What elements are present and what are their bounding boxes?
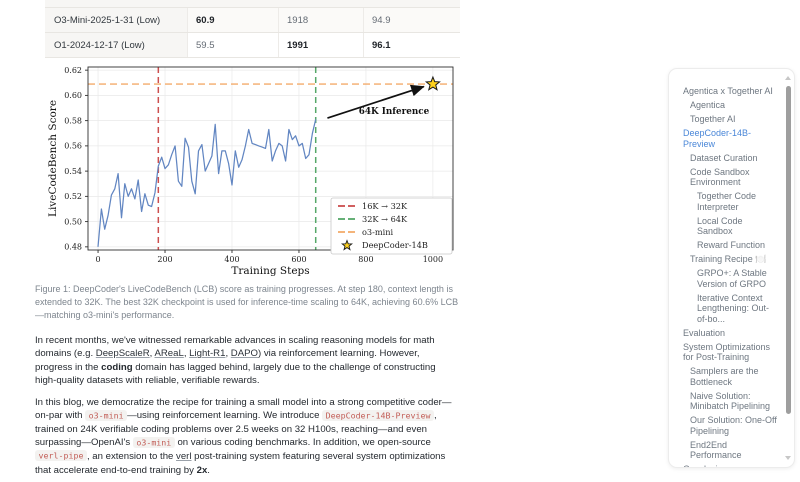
toc-item-agentica[interactable]: Agentica xyxy=(690,100,726,110)
toc-item-training-recipe[interactable]: Training Recipe 🍽️ xyxy=(690,254,767,264)
table-clipped-row xyxy=(45,0,460,8)
toc-item-samplers-are-the-bottleneck[interactable]: Samplers are the Bottleneck xyxy=(690,366,759,387)
y-tick-label: 0.58 xyxy=(64,116,82,125)
toc-item-naive-solution-minibatch-pipelining[interactable]: Naive Solution: Minibatch Pipelining xyxy=(690,390,771,412)
y-tick-label: 0.56 xyxy=(64,142,82,151)
toc-item-agentica-x-together-ai[interactable]: Agentica x Together AI xyxy=(683,86,773,96)
text-run: domain has lagged behind, largely due to… xyxy=(35,361,436,387)
paragraph-intro: In recent months, we've witnessed remark… xyxy=(35,334,459,388)
chart-svg: 0 200 400 600 800 1000 0.48 0.50 0.52 0.54 0.56 0.5… xyxy=(47,66,454,277)
deepcoder-star-marker xyxy=(424,75,441,91)
inline-code: DeepCoder-14B-Preview xyxy=(322,409,434,421)
y-axis-label: LiveCodeBench Score xyxy=(47,100,59,217)
text-run: In this blog, we democratize the recipe … xyxy=(35,396,452,422)
text-run: , xyxy=(225,348,231,360)
x-tick-label: 0 xyxy=(95,255,100,264)
legend-label: DeepCoder-14B xyxy=(362,240,428,250)
toc-item-reward-function[interactable]: Reward Function xyxy=(697,240,766,250)
table-row: O3-Mini-2025-1-31 (Low) 60.9 1918 94.9 xyxy=(45,8,460,33)
model-name-cell: O1-2024-12-17 (Low) xyxy=(45,33,188,57)
benchmark-table: O3-Mini-2025-1-31 (Low) 60.9 1918 94.9 O1-20… xyxy=(45,0,460,58)
metric-cell: 96.1 xyxy=(372,39,391,51)
y-tick-label: 0.50 xyxy=(64,217,82,226)
x-axis-label: Training Steps xyxy=(231,265,309,277)
scrollbar-down-icon[interactable] xyxy=(785,456,791,460)
chart-legend: 16K → 32K 32K → 64K o3-mini DeepCoder-14B xyxy=(330,197,453,255)
toc-panel: Agentica x Together AI Agentica Together A… xyxy=(668,68,795,468)
text-run: . xyxy=(207,464,210,476)
metric-cell: 94.9 xyxy=(364,8,460,32)
metric-cell: 59.5 xyxy=(188,33,279,57)
lcb-score-line xyxy=(97,119,317,247)
toc-item-deepcoder-14b-preview[interactable]: DeepCoder-14B-Preview xyxy=(683,128,752,149)
model-name-cell: O3-Mini-2025-1-31 (Low) xyxy=(45,8,188,32)
toc-item-code-sandbox-environment[interactable]: Code Sandbox Environment xyxy=(690,166,750,188)
text-run: , trained on 24K verifiable coding probl… xyxy=(35,410,437,449)
inline-link[interactable]: Light-R1 xyxy=(189,348,226,360)
toc-item-together-code-interpreter[interactable]: Together Code Interpreter xyxy=(697,191,757,212)
figure-1-chart: 0 200 400 600 800 1000 0.48 0.50 0.52 0.54 0.56 0.5… xyxy=(45,60,460,278)
toc-list: Agentica x Together AI Agentica Together A… xyxy=(669,69,794,467)
toc-item-dataset-curation[interactable]: Dataset Curation xyxy=(690,152,758,163)
y-tick-label: 0.54 xyxy=(64,167,82,176)
toc-scrollbar-thumb[interactable] xyxy=(786,86,791,414)
inline-link[interactable]: AReaL xyxy=(154,348,184,360)
inline-link[interactable]: verl xyxy=(176,450,192,462)
y-tick-label: 0.52 xyxy=(64,192,82,201)
text-run: —using reinforcement learning. We introd… xyxy=(127,410,323,422)
text-run: , xyxy=(183,348,190,360)
legend-label: 32K → 64K xyxy=(362,214,408,224)
y-tick-label: 0.48 xyxy=(64,243,82,252)
inference-arrow xyxy=(327,84,425,119)
legend-label: 16K → 32K xyxy=(362,201,408,211)
text-run: ) via reinforcement learning. However, p… xyxy=(35,348,420,373)
annotation-64k-inference: 64K Inference xyxy=(359,107,430,117)
toc-item-evaluation[interactable]: Evaluation xyxy=(683,327,726,338)
scrollbar-up-icon[interactable] xyxy=(785,76,791,80)
toc-item-local-code-sandbox[interactable]: Local Code Sandbox xyxy=(697,215,743,237)
inline-code: verl-pipe xyxy=(35,450,87,462)
text-run: post-training system featuring several s… xyxy=(35,450,446,476)
x-tick-label: 200 xyxy=(157,255,172,264)
x-tick-label: 800 xyxy=(358,255,373,264)
toc-item-grpo-a-stable-version-of-grpo[interactable]: GRPO+: A Stable Version of GRPO xyxy=(697,268,767,289)
inline-code: o3-mini xyxy=(132,436,175,448)
x-tick-label: 400 xyxy=(224,255,239,264)
paragraph-blog: In this blog, we democratize the recipe … xyxy=(35,396,459,478)
metric-cell: 60.9 xyxy=(188,8,279,32)
inline-code: o3-mini xyxy=(85,409,128,421)
toc-item-end2end-performance[interactable]: End2End Performance xyxy=(690,439,742,461)
text-run: , xyxy=(149,348,155,360)
inline-link[interactable]: DeepScaleR xyxy=(95,348,150,360)
x-tick-label: 600 xyxy=(291,255,306,264)
bold-text: coding xyxy=(101,361,133,373)
toc-item-conclusion[interactable]: Conclusion xyxy=(681,464,778,467)
table-row: O1-2024-12-17 (Low) 59.5 1991 96.1 xyxy=(45,33,460,58)
figure-caption: Figure 1: DeepCoder's LiveCodeBench (LCB… xyxy=(35,284,459,321)
text-run: In recent months, we've witnessed remark… xyxy=(35,334,435,360)
toc-item-system-optimizations-for-post-training[interactable]: System Optimizations for Post-Training xyxy=(683,341,771,363)
metric-cell: 1918 xyxy=(279,8,364,32)
y-tick-label: 0.60 xyxy=(64,91,82,100)
y-tick-label: 0.62 xyxy=(64,66,82,75)
text-run: , an extension to the xyxy=(86,450,177,462)
x-tick-label: 1000 xyxy=(423,255,443,264)
table-body: O3-Mini-2025-1-31 (Low) 60.9 1918 94.9 O1-20… xyxy=(45,8,460,58)
bold-text: 2x xyxy=(196,464,208,476)
inline-link[interactable]: DAPO xyxy=(230,348,258,360)
toc-item-our-solution-one-off-pipelining[interactable]: Our Solution: One-Off Pipelining xyxy=(690,415,777,436)
toc-item-iterative-context-lengthening-out-of-bo[interactable]: Iterative Context Lengthening: Out-of-bo… xyxy=(697,292,770,324)
metric-cell: 1991 xyxy=(279,33,364,57)
legend-label: o3-mini xyxy=(362,227,394,237)
text-run: on various coding benchmarks. In additio… xyxy=(174,437,431,449)
toc-item-together-ai[interactable]: Together AI xyxy=(690,114,736,124)
